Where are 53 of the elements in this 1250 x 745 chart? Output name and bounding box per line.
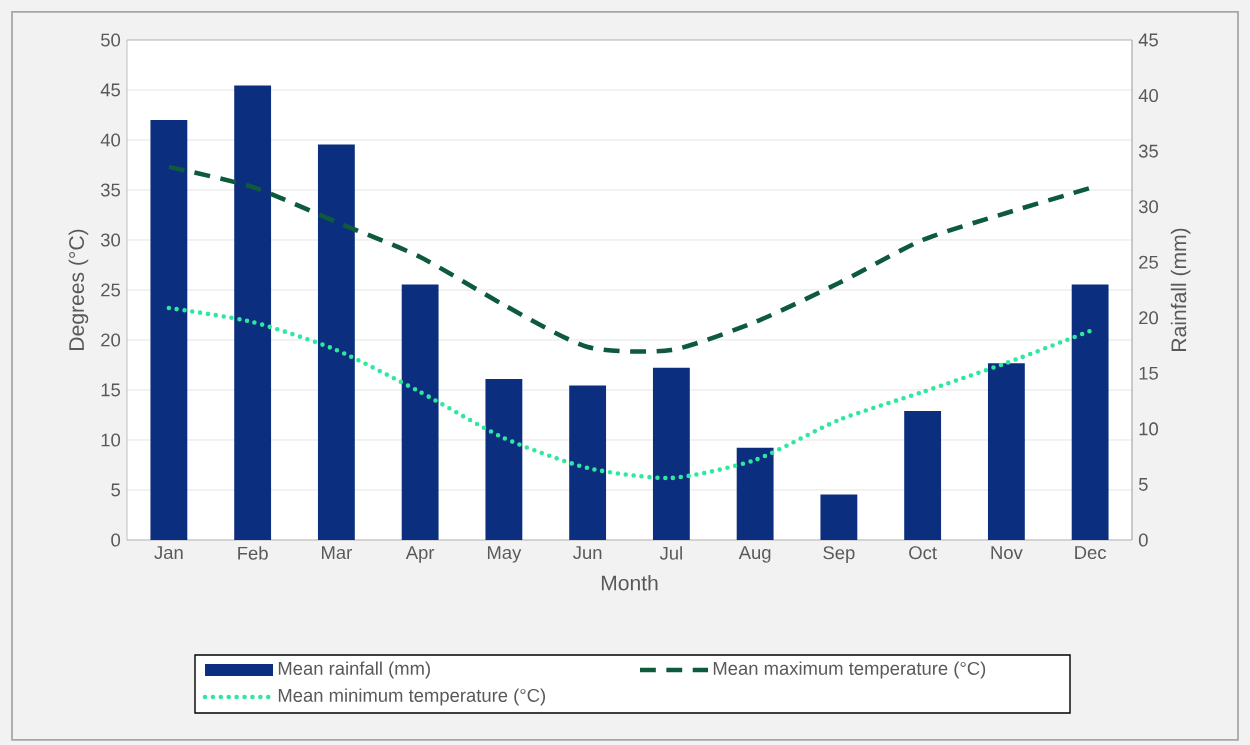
line-series xyxy=(166,305,1093,481)
y2-tick-label: 5 xyxy=(1138,478,1148,491)
x-tick-label: Sep xyxy=(823,546,855,563)
x-axis-title: Month xyxy=(601,574,658,591)
y-tick-label: 45 xyxy=(100,83,121,97)
y2-tick-label: 15 xyxy=(1139,366,1158,380)
y2-axis-title: Rainfall (mm) xyxy=(1170,228,1191,351)
y-tick-label: 5 xyxy=(111,483,121,497)
x-tick-label: Jan xyxy=(154,546,183,560)
y-tick-label: 40 xyxy=(100,133,121,147)
bar xyxy=(1071,284,1109,540)
bar xyxy=(485,378,523,540)
bar xyxy=(820,494,858,540)
x-tick-label: Jun xyxy=(573,546,602,560)
bar xyxy=(234,85,272,540)
bar xyxy=(987,363,1025,540)
bar xyxy=(150,119,188,540)
y2-tick-label: 35 xyxy=(1138,144,1158,158)
bar xyxy=(904,411,942,540)
legend-label: Mean minimum temperature (°C) xyxy=(278,688,545,706)
x-tick-label: Nov xyxy=(991,546,1023,560)
y-tick-label: 30 xyxy=(100,233,121,247)
bar xyxy=(317,144,355,540)
legend-label: Mean maximum temperature (°C) xyxy=(713,661,986,679)
x-tick-label: Aug xyxy=(738,546,771,563)
y2-tick-label: 0 xyxy=(1138,533,1148,547)
x-tick-label: Mar xyxy=(322,546,352,560)
bar xyxy=(401,284,439,540)
y-tick-label: 0 xyxy=(111,533,121,547)
bar xyxy=(736,447,774,540)
x-tick-label: Dec xyxy=(1075,546,1107,560)
y-tick-label: 20 xyxy=(101,333,121,347)
y-tick-label: 50 xyxy=(101,33,121,47)
y-tick-label: 35 xyxy=(100,183,121,197)
line-series xyxy=(166,164,1093,354)
y2-tick-label: 30 xyxy=(1138,200,1159,214)
bar xyxy=(652,367,690,540)
y2-tick-label: 45 xyxy=(1138,33,1158,47)
x-tick-label: Apr xyxy=(405,546,435,563)
legend-label: Mean rainfall (mm) xyxy=(278,661,430,679)
x-tick-label: Jul xyxy=(659,546,682,560)
y2-tick-label: 10 xyxy=(1139,422,1159,436)
y2-tick-label: 40 xyxy=(1138,89,1159,103)
x-tick-label: May xyxy=(487,546,522,563)
y2-tick-label: 20 xyxy=(1139,311,1159,325)
y-tick-label: 25 xyxy=(101,283,121,297)
x-tick-label: Oct xyxy=(909,546,937,560)
bar xyxy=(569,385,607,540)
y-tick-label: 10 xyxy=(101,433,121,447)
y2-tick-label: 25 xyxy=(1139,255,1158,269)
y-tick-label: 15 xyxy=(101,383,121,397)
x-tick-label: Feb xyxy=(238,546,268,560)
y-axis-title: Degrees (°C) xyxy=(68,229,89,350)
